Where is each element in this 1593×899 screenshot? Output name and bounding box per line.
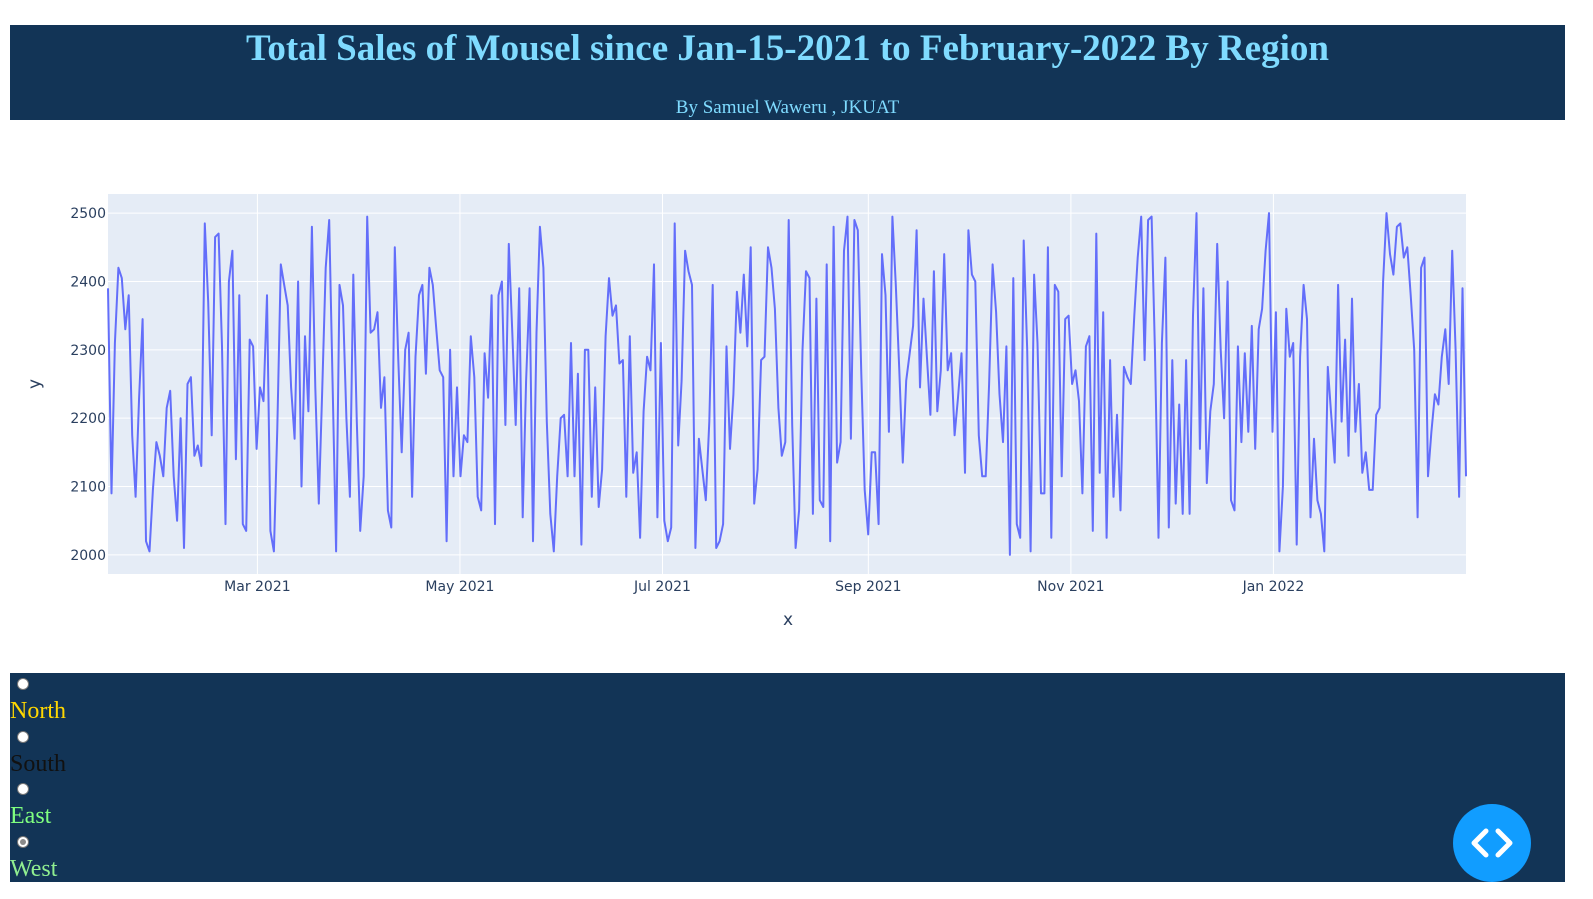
x-tick-label: Sep 2021 <box>835 579 901 595</box>
code-toggle-button[interactable] <box>1453 804 1531 882</box>
grid-lines <box>108 194 1466 574</box>
page-title: Total Sales of Mousel since Jan-15-2021 … <box>246 28 1329 69</box>
x-tick-labels: Mar 2021 May 2021 Jul 2021 Sep 2021 Nov 2021… <box>224 579 1304 595</box>
radio-button[interactable] <box>17 835 29 848</box>
page-subtitle: By Samuel Waweru , JKUAT <box>675 97 900 118</box>
region-label[interactable]: East <box>10 803 52 829</box>
x-tick-label: Jul 2021 <box>633 579 691 595</box>
series-line <box>107 212 1467 556</box>
header-banner: Total Sales of Mousel since Jan-15-2021 … <box>10 25 1565 120</box>
y-tick-label: 2400 <box>70 274 106 290</box>
radio-button[interactable] <box>17 783 29 795</box>
plot-area: Mar 2021 May 2021 Jul 2021 Sep 2021 Nov 2021… <box>25 194 1467 630</box>
x-axis-title: x <box>783 610 793 630</box>
region-label[interactable]: North <box>10 698 66 724</box>
region-label[interactable]: West <box>10 855 58 882</box>
y-tick-labels: 2000 2100 2200 2300 2400 2500 <box>70 206 106 564</box>
sales-line-chart: Mar 2021 May 2021 Jul 2021 Sep 2021 Nov 2021… <box>25 194 1467 630</box>
y-tick-label: 2100 <box>70 480 106 496</box>
x-tick-label: Mar 2021 <box>224 579 291 595</box>
y-axis-title: y <box>25 379 45 389</box>
code-brackets-icon <box>1471 828 1513 858</box>
y-tick-label: 2500 <box>70 206 106 222</box>
x-tick-label: May 2021 <box>425 579 494 595</box>
x-tick-label: Jan 2022 <box>1242 579 1305 595</box>
x-tick-label: Nov 2021 <box>1037 579 1104 595</box>
radio-button[interactable] <box>17 678 29 690</box>
region-selector: North South East West <box>10 673 1565 882</box>
radio-button[interactable] <box>17 730 29 743</box>
region-label[interactable]: South <box>10 750 67 777</box>
y-tick-label: 2200 <box>70 411 106 427</box>
y-tick-label: 2300 <box>70 343 106 359</box>
y-tick-label: 2000 <box>70 548 106 564</box>
